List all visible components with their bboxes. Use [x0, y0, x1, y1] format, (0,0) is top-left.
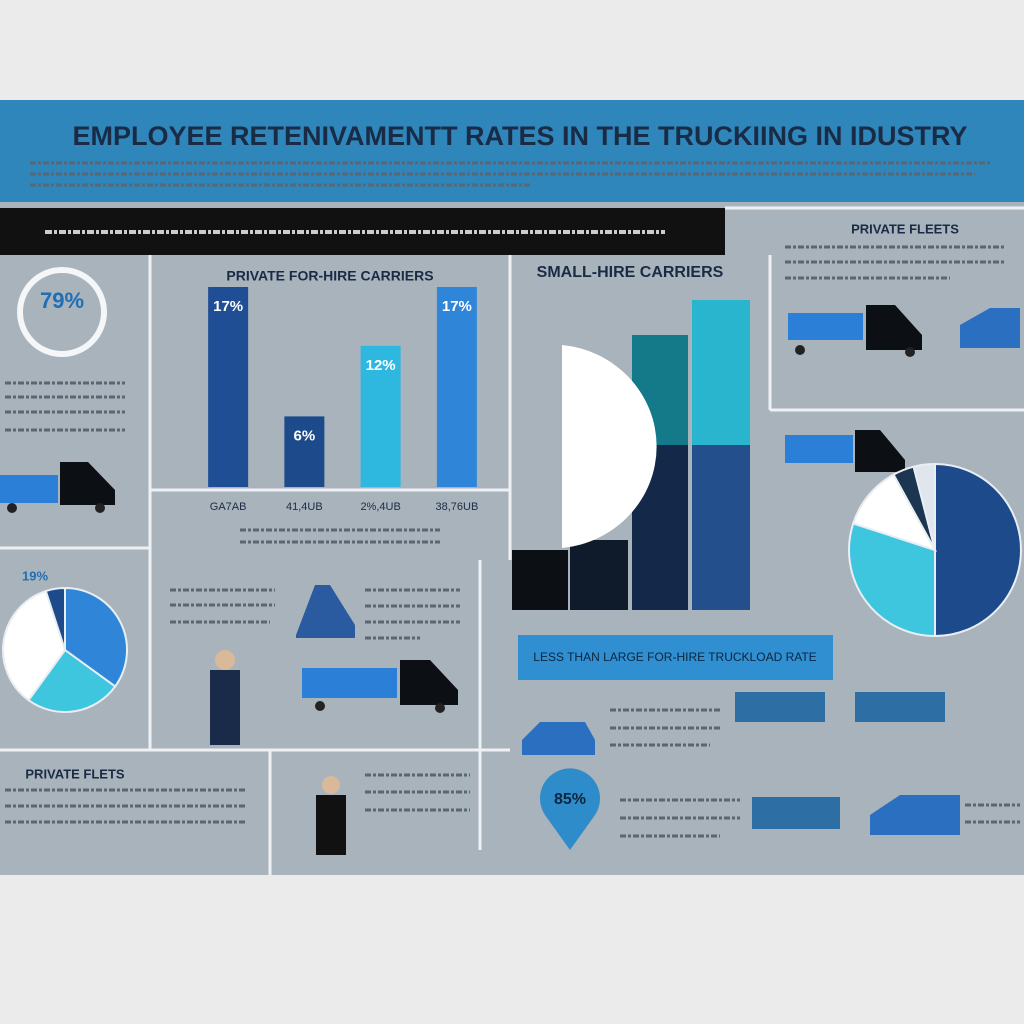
deco-bar — [692, 445, 750, 610]
pie-label: 19% — [22, 568, 48, 583]
title: EMPLOYEE RETENIVAMENTT RATES IN THE TRUC… — [72, 121, 967, 151]
pie-slice — [934, 462, 1022, 638]
x-tick-label: 41,4UB — [286, 501, 323, 513]
header-text — [30, 161, 990, 187]
pie-slice — [27, 648, 117, 713]
bar — [208, 287, 249, 487]
pie-slice — [2, 589, 67, 702]
deco-bar — [570, 540, 628, 610]
private-fleets-top: PRIVATE FLEETS — [851, 221, 959, 236]
value-label: 17% — [442, 298, 472, 315]
bar — [436, 287, 477, 487]
x-tick-label: 38,76UB — [435, 501, 478, 513]
banner-text: LESS THAN LARGE FOR-HIRE TRUCKLOAD RATE — [533, 650, 816, 664]
pie-slice — [912, 462, 936, 551]
ring — [17, 267, 107, 357]
dividers — [0, 206, 1024, 875]
ring-label: 79% — [40, 288, 84, 313]
pie-slice — [848, 522, 936, 638]
pie-slice — [44, 586, 66, 651]
x-tick-label: 2%,4UB — [360, 501, 400, 513]
pin-label: 85% — [554, 791, 586, 808]
chart-title: PRIVATE FOR-HIRE CARRIERS — [226, 268, 433, 284]
pin — [540, 768, 600, 850]
bar — [360, 345, 401, 487]
value-label: 6% — [294, 427, 316, 444]
value-label: 12% — [366, 357, 396, 374]
private-fleets-bottom: PRIVATE FLETS — [25, 766, 125, 781]
pie-slice — [64, 586, 128, 688]
x-tick-label: GA7AB — [210, 501, 247, 513]
semicircle — [562, 345, 657, 548]
paragraph — [5, 245, 1020, 838]
pie-slice — [851, 473, 938, 552]
banner — [518, 635, 833, 680]
deco-bar — [692, 300, 750, 445]
small-hire-title: SMALL-HIRE CARRIERS — [537, 264, 724, 281]
value-label: 17% — [213, 298, 243, 315]
bar — [284, 416, 325, 487]
trucks — [0, 305, 1020, 855]
deco-bar — [512, 550, 568, 610]
